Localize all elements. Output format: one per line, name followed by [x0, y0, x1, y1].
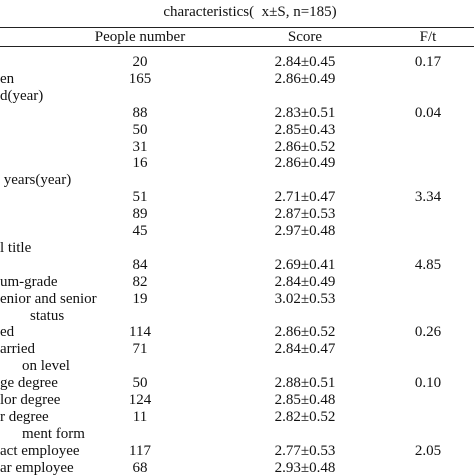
score: 2.86±0.52 [274, 138, 336, 155]
row-label: arried [0, 341, 35, 358]
row-label: l title [0, 239, 32, 256]
people-number: 88 [132, 104, 148, 121]
people-number: 71 [132, 341, 148, 358]
f-t-value: 4.85 [414, 256, 442, 273]
row-label: enior and senior [0, 290, 97, 307]
people-number: 51 [132, 189, 148, 206]
score: 2.71±0.47 [274, 189, 336, 206]
score: 2.82±0.52 [274, 408, 336, 425]
people-number: 124 [128, 392, 152, 408]
score: 2.84±0.47 [274, 341, 336, 358]
f-t-value: 0.10 [414, 375, 442, 392]
top-rule [0, 27, 474, 28]
row-label: ed [0, 324, 15, 341]
score: 2.85±0.48 [274, 392, 336, 408]
score: 2.88±0.51 [274, 375, 336, 392]
people-number: 16 [132, 155, 148, 172]
header-rule [0, 46, 474, 47]
score: 3.02±0.53 [274, 290, 336, 307]
title: characteristics( x±S, n=185) [163, 4, 337, 20]
header-cell: People number [94, 29, 186, 45]
row-label: ar employee [0, 459, 74, 476]
people-number: 82 [132, 273, 148, 290]
row-label: r degree [0, 408, 49, 425]
score: 2.85±0.43 [274, 121, 336, 138]
people-number: 50 [132, 121, 148, 138]
people-number: 84 [132, 256, 148, 273]
score: 2.93±0.48 [274, 459, 336, 476]
people-number: 19 [132, 290, 148, 307]
row-label: lor degree [0, 392, 61, 408]
people-number: 117 [129, 442, 151, 459]
row-label: d(year) [0, 87, 44, 104]
f-t-value: 0.26 [414, 324, 442, 341]
people-number: 11 [132, 408, 148, 425]
score: 2.86±0.49 [274, 155, 336, 172]
people-number: 31 [132, 138, 148, 155]
score: 2.86±0.49 [274, 70, 336, 87]
score: 2.77±0.53 [274, 442, 336, 459]
row-label: act employee [0, 442, 80, 459]
score: 2.83±0.51 [274, 104, 336, 121]
row-label: ment form [22, 425, 85, 442]
f-t-value: 3.34 [414, 189, 442, 206]
score: 2.84±0.49 [274, 273, 336, 290]
people-number: 20 [132, 54, 148, 70]
score: 2.69±0.41 [274, 256, 336, 273]
score: 2.86±0.52 [274, 324, 336, 341]
row-label: years(year) [0, 172, 72, 189]
f-t-value: 0.17 [414, 54, 442, 70]
score: 2.87±0.53 [274, 206, 336, 223]
people-number: 89 [132, 206, 148, 223]
f-t-value: 0.04 [414, 104, 442, 121]
people-number: 165 [128, 70, 152, 87]
row-label: ge degree [0, 375, 58, 392]
header-cell: Score [287, 29, 323, 45]
people-number: 68 [132, 459, 148, 476]
people-number: 45 [132, 223, 148, 239]
row-label: en [0, 70, 15, 87]
header-cell: F/t [419, 29, 437, 45]
row-label: um-grade [0, 273, 58, 290]
score: 2.97±0.48 [274, 223, 336, 239]
people-number: 50 [132, 375, 148, 392]
f-t-value: 2.05 [414, 442, 442, 459]
row-label: status [30, 307, 65, 324]
row-label: on level [22, 358, 70, 375]
people-number: 114 [129, 324, 151, 341]
score: 2.84±0.45 [274, 54, 336, 70]
